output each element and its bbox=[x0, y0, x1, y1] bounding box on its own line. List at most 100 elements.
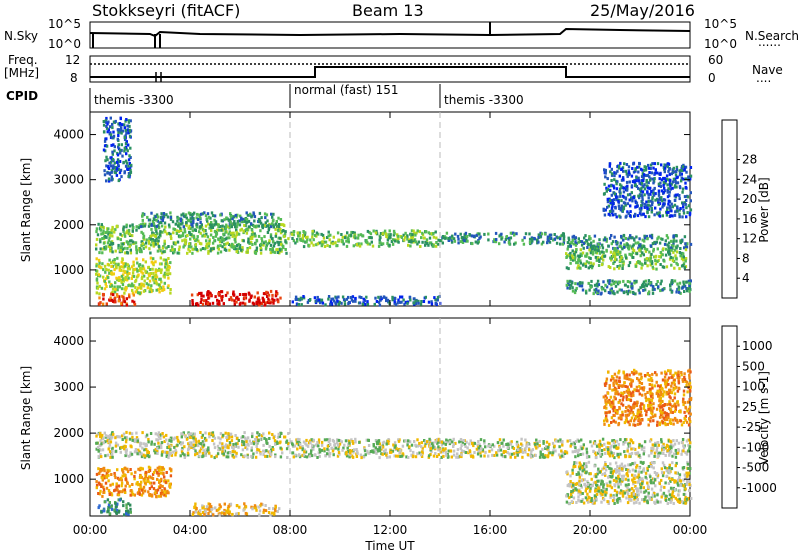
echo-cell bbox=[170, 468, 173, 472]
echo-cell bbox=[232, 233, 236, 237]
echo-cell bbox=[117, 493, 121, 497]
echo-cell bbox=[394, 303, 398, 307]
echo-cell bbox=[534, 454, 537, 457]
echo-cell bbox=[131, 229, 134, 233]
echo-cell bbox=[587, 281, 590, 285]
echo-cell bbox=[667, 187, 670, 191]
echo-cell bbox=[623, 438, 627, 442]
echo-cell bbox=[685, 245, 689, 249]
echo-cell bbox=[434, 301, 438, 305]
echo-cell bbox=[159, 484, 162, 487]
echo-cell bbox=[181, 433, 184, 437]
echo-cell bbox=[524, 447, 527, 451]
echo-cell bbox=[112, 293, 115, 297]
echo-cell bbox=[112, 432, 115, 436]
echo-cell bbox=[548, 442, 551, 446]
echo-cell bbox=[105, 302, 108, 306]
echo-cell bbox=[263, 235, 266, 239]
echo-cell bbox=[424, 230, 428, 234]
echo-cell bbox=[162, 471, 165, 475]
echo-cell bbox=[271, 237, 274, 241]
echo-cell bbox=[397, 438, 400, 442]
echo-cell bbox=[124, 142, 128, 146]
echo-cell bbox=[125, 223, 128, 227]
echo-cell bbox=[687, 449, 690, 453]
echo-cell bbox=[408, 240, 411, 243]
echo-cell bbox=[135, 450, 138, 454]
echo-cell bbox=[95, 227, 99, 231]
echo-cell bbox=[575, 286, 578, 290]
echo-cell bbox=[385, 299, 388, 303]
echo-cell bbox=[682, 177, 685, 181]
echo-cell bbox=[95, 272, 98, 276]
echo-cell bbox=[125, 225, 128, 229]
echo-cell bbox=[336, 231, 340, 235]
echo-cell bbox=[109, 296, 112, 300]
echo-cell bbox=[547, 239, 550, 243]
echo-cell bbox=[567, 236, 570, 240]
echo-cell bbox=[149, 272, 153, 275]
echo-cell bbox=[236, 220, 240, 223]
echo-cell bbox=[160, 453, 164, 457]
echo-cell bbox=[158, 465, 161, 469]
echo-cell bbox=[601, 437, 605, 441]
echo-cell bbox=[217, 225, 220, 229]
echo-cell bbox=[114, 281, 117, 285]
echo-cell bbox=[676, 287, 679, 291]
echo-cell bbox=[95, 262, 98, 266]
echo-cell bbox=[261, 224, 264, 228]
echo-cell bbox=[688, 281, 691, 285]
echo-cell bbox=[478, 443, 481, 447]
echo-cell bbox=[507, 241, 511, 244]
echo-cell bbox=[303, 234, 306, 238]
echo-cell bbox=[600, 287, 604, 291]
echo-cell bbox=[400, 295, 404, 299]
echo-cell bbox=[238, 293, 242, 296]
echo-cell bbox=[437, 448, 440, 452]
echo-cell bbox=[397, 298, 400, 302]
echo-cell bbox=[373, 303, 376, 306]
echo-cell bbox=[107, 177, 111, 181]
echo-cell bbox=[209, 223, 212, 227]
echo-cell bbox=[272, 448, 275, 451]
echo-cell bbox=[684, 450, 687, 454]
echo-cell bbox=[479, 235, 482, 239]
echo-cell bbox=[231, 242, 234, 246]
echo-cell bbox=[247, 291, 251, 295]
echo-cell bbox=[122, 160, 125, 164]
echo-cell bbox=[658, 241, 662, 245]
echo-cell bbox=[219, 213, 222, 217]
echo-cell bbox=[273, 241, 276, 245]
echo-cell bbox=[133, 477, 136, 481]
echo-cell bbox=[421, 231, 424, 235]
echo-cell bbox=[279, 241, 283, 245]
echo-cell bbox=[662, 448, 665, 452]
echo-cell bbox=[624, 197, 628, 201]
echo-cell bbox=[122, 228, 125, 232]
echo-cell bbox=[247, 237, 250, 241]
echo-cell bbox=[533, 442, 537, 446]
echo-cell bbox=[513, 233, 516, 237]
echo-cell bbox=[571, 450, 574, 454]
echo-cell bbox=[609, 170, 612, 174]
echo-cell bbox=[637, 170, 640, 174]
echo-cell bbox=[131, 299, 134, 303]
echo-cell bbox=[135, 225, 138, 229]
echo-cell bbox=[201, 445, 205, 449]
echo-cell bbox=[99, 439, 102, 443]
echo-cell bbox=[404, 235, 407, 239]
echo-cell bbox=[119, 232, 122, 236]
echo-cell bbox=[192, 447, 195, 450]
echo-cell bbox=[649, 244, 652, 248]
echo-cell bbox=[361, 302, 364, 306]
echo-cell bbox=[672, 242, 675, 246]
echo-cell bbox=[157, 239, 160, 243]
echo-cell bbox=[188, 224, 191, 228]
echo-cell bbox=[157, 226, 161, 230]
echo-cell bbox=[246, 248, 249, 252]
echo-cell bbox=[201, 302, 205, 306]
echo-cell bbox=[452, 437, 455, 441]
echo-cell bbox=[392, 229, 396, 233]
echo-cell bbox=[161, 288, 164, 292]
echo-cell bbox=[118, 435, 122, 439]
